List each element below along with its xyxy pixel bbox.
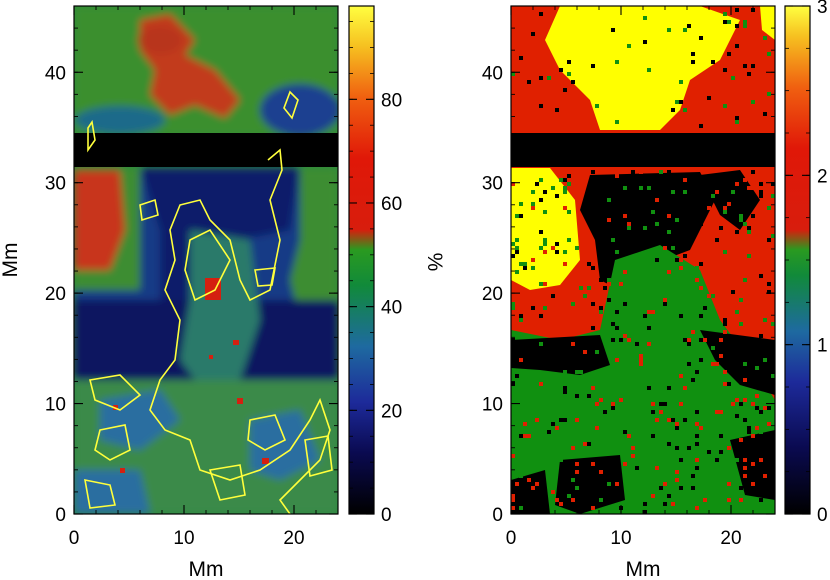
left-y-axis-title: Mm xyxy=(0,243,22,278)
left-panel: 0 10 20 0 10 20 30 40 Mm Mm xyxy=(0,5,339,580)
left-colorbar-label: % xyxy=(423,253,446,272)
colorbar-tick-label: 0 xyxy=(817,505,828,526)
right-colorbar: 0 1 2 3 xyxy=(784,0,828,526)
right-heatmap xyxy=(511,6,775,514)
colorbar-left xyxy=(349,6,374,514)
right-panel: 0 10 20 0 10 20 30 40 Mm xyxy=(482,5,776,580)
colorbar-tick-label: 0 xyxy=(381,505,392,526)
colorbar-tick-label: 80 xyxy=(381,90,402,111)
x-tick-label: 20 xyxy=(283,528,304,549)
colorbar-tick-label: 40 xyxy=(381,298,402,319)
x-tick-label: 20 xyxy=(720,528,741,549)
colorbar-tick-label: 3 xyxy=(817,0,828,18)
y-tick-label: 10 xyxy=(45,395,66,416)
x-tick-label: 10 xyxy=(173,528,194,549)
y-tick-label: 20 xyxy=(45,284,66,305)
right-x-axis-title: Mm xyxy=(626,558,661,580)
right-y-axis: 0 10 20 30 40 xyxy=(482,5,775,526)
left-heatmap xyxy=(74,6,338,514)
right-speckle xyxy=(511,8,775,514)
colorbar-tick-label: 60 xyxy=(381,194,402,215)
colorbar-tick-label: 20 xyxy=(381,401,402,422)
x-tick-label: 10 xyxy=(610,528,631,549)
y-tick-label: 40 xyxy=(482,63,503,84)
left-y-axis: 0 10 20 30 40 xyxy=(45,5,338,526)
y-tick-label: 0 xyxy=(492,505,503,526)
y-tick-label: 40 xyxy=(45,63,66,84)
left-x-axis: 0 10 20 xyxy=(69,6,339,549)
colorbar-tick-label: 2 xyxy=(817,166,828,187)
y-tick-label: 30 xyxy=(482,174,503,195)
y-tick-label: 10 xyxy=(482,395,503,416)
left-x-axis-title: Mm xyxy=(189,558,224,580)
y-tick-label: 20 xyxy=(482,284,503,305)
right-x-axis: 0 10 20 xyxy=(506,6,776,549)
right-colorbar-ticks: 0 1 2 3 xyxy=(785,0,828,526)
x-tick-label: 0 xyxy=(506,528,517,549)
colorbar-right xyxy=(785,6,810,514)
y-tick-label: 30 xyxy=(45,174,66,195)
colorbar-tick-label: 1 xyxy=(817,336,828,357)
left-colorbar-ticks: 0 20 40 60 80 xyxy=(349,21,402,526)
x-tick-label: 0 xyxy=(69,528,80,549)
left-colorbar: 0 20 40 60 80 % xyxy=(348,5,446,526)
y-tick-label: 0 xyxy=(55,505,66,526)
